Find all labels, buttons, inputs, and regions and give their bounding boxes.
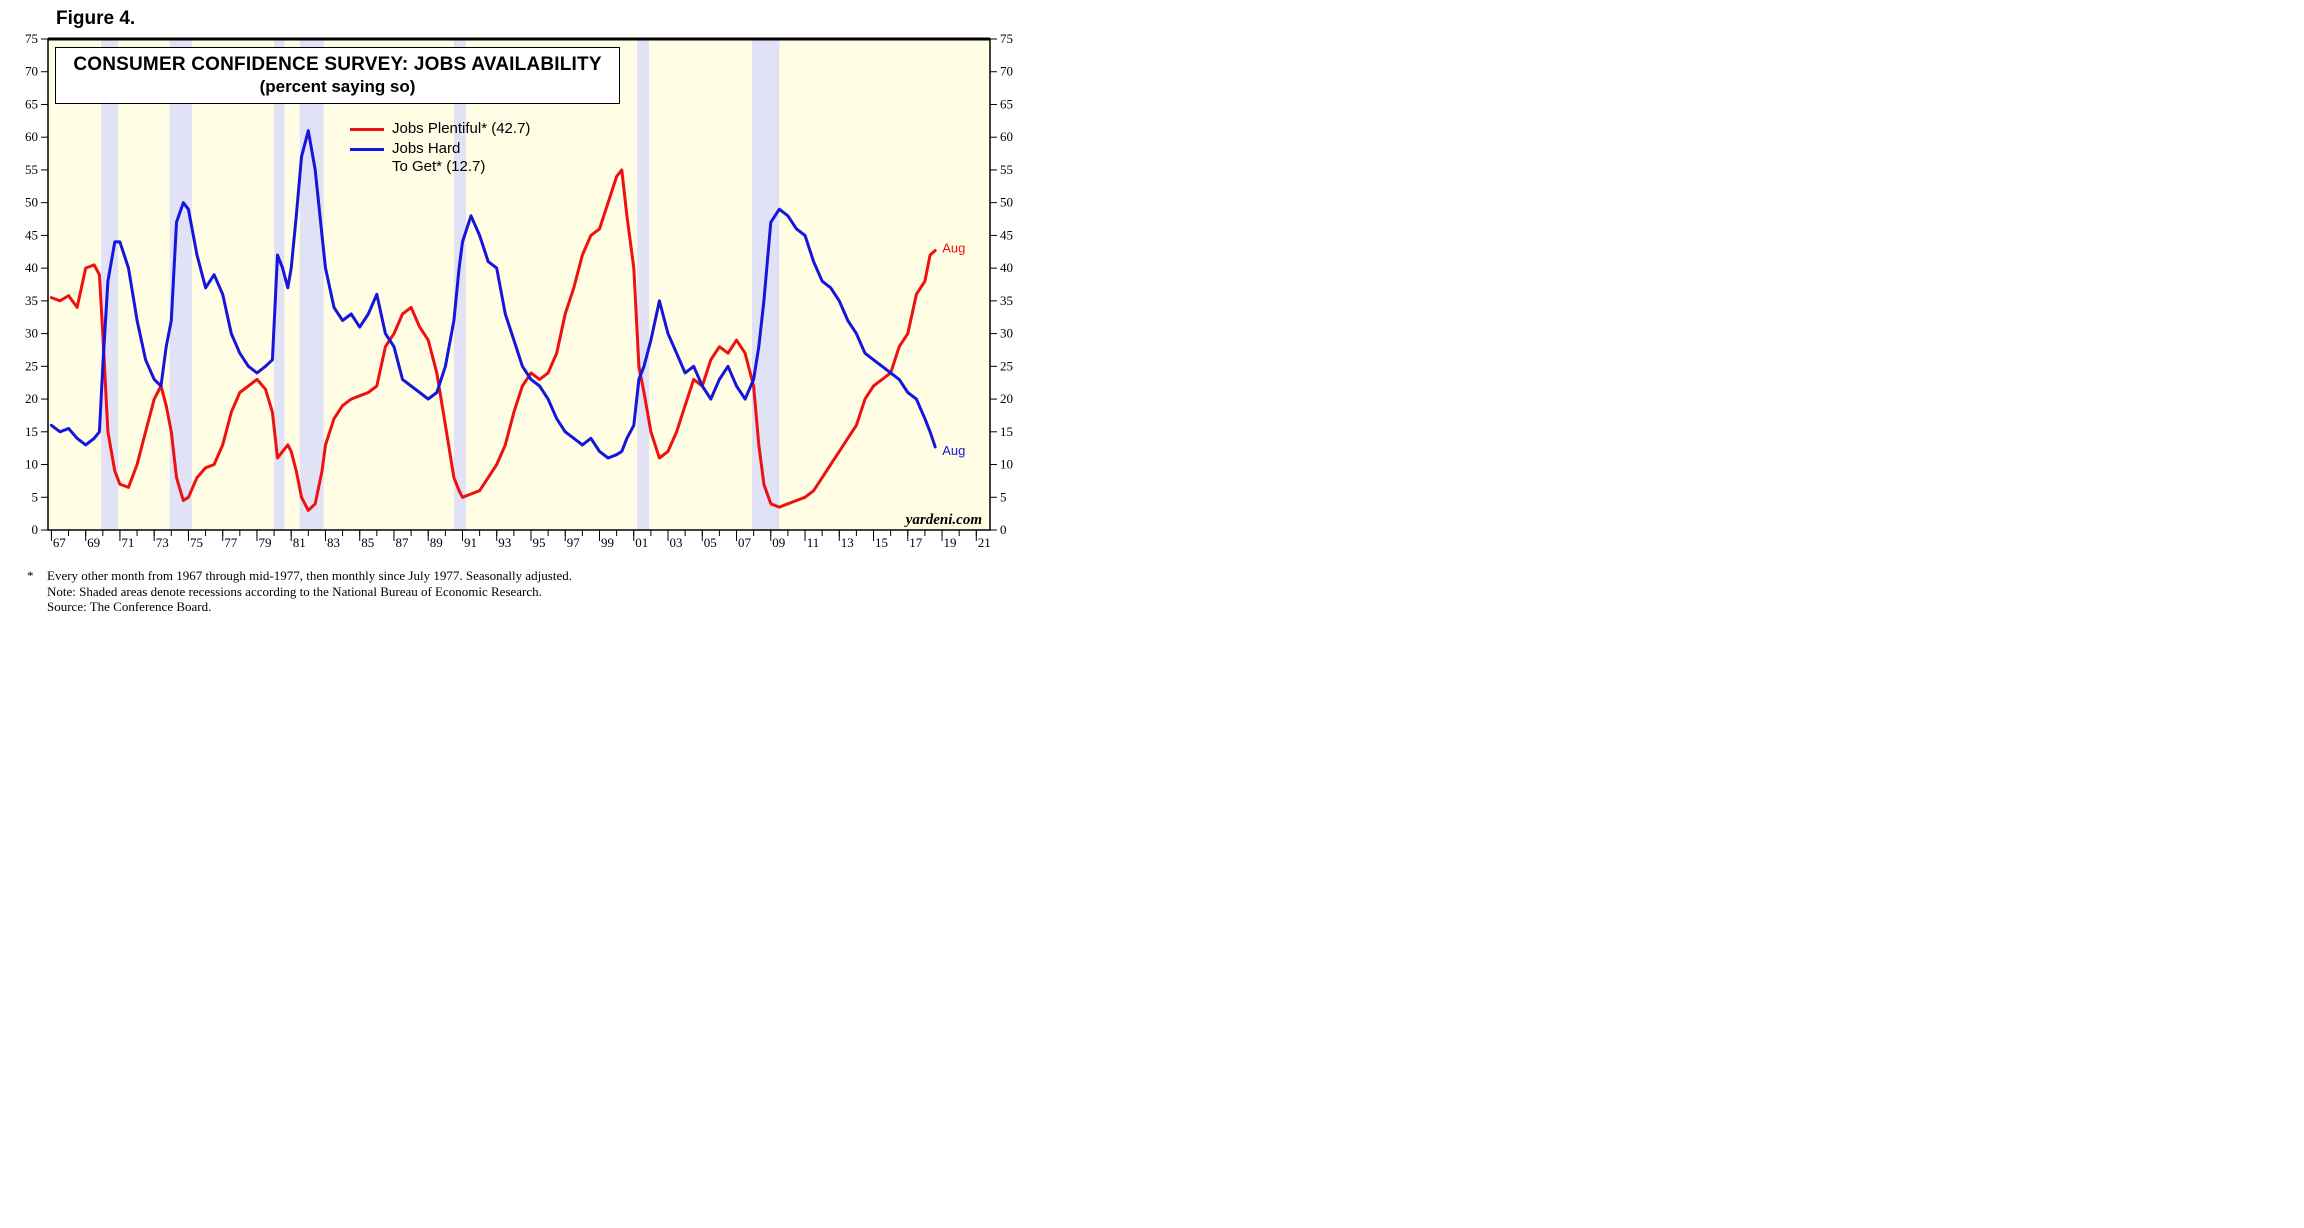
y-tick-label-right: 45 — [1000, 227, 1013, 242]
x-tick-label: 17 — [909, 535, 923, 550]
y-tick-label-left: 50 — [25, 195, 38, 210]
y-tick-label-left: 25 — [25, 358, 38, 373]
x-tick-label: 01 — [635, 535, 648, 550]
x-tick-label: 81 — [293, 535, 306, 550]
footnote-asterisk: * — [27, 568, 34, 583]
x-tick-label: 89 — [430, 535, 443, 550]
x-tick-label: 71 — [121, 535, 134, 550]
x-tick-label: 77 — [224, 535, 238, 550]
x-tick-label: 99 — [601, 535, 614, 550]
source-credit: yardeni.com — [904, 512, 982, 528]
y-tick-label-left: 5 — [32, 489, 39, 504]
x-tick-label: 95 — [532, 535, 545, 550]
x-tick-label: 19 — [944, 535, 957, 550]
y-tick-label-left: 0 — [32, 522, 39, 537]
y-tick-label-left: 70 — [25, 64, 38, 79]
y-tick-label-right: 35 — [1000, 293, 1013, 308]
recession-shading — [101, 39, 780, 530]
y-tick-label-left: 35 — [25, 293, 38, 308]
y-tick-label-right: 25 — [1000, 358, 1013, 373]
y-tick-label-left: 15 — [25, 424, 38, 439]
y-tick-label-right: 10 — [1000, 457, 1013, 472]
y-tick-label-right: 60 — [1000, 129, 1013, 144]
series-line-hard-to-get — [49, 129, 937, 460]
x-tick-label: 09 — [772, 535, 785, 550]
y-tick-label-right: 65 — [1000, 96, 1013, 111]
x-tick-label: 15 — [875, 535, 888, 550]
x-tick-label: 69 — [87, 535, 100, 550]
y-tick-label-left: 55 — [25, 162, 38, 177]
legend-label-plentiful: Jobs Plentiful* (42.7) — [392, 120, 531, 137]
x-tick-label: 05 — [704, 535, 717, 550]
x-tick-label: 07 — [738, 535, 752, 550]
y-tick-label-left: 40 — [25, 260, 38, 275]
x-tick-label: 13 — [841, 535, 854, 550]
x-tick-label: 73 — [156, 535, 169, 550]
y-tick-label-right: 30 — [1000, 326, 1013, 341]
y-tick-label-left: 30 — [25, 326, 38, 341]
recession-band — [299, 39, 324, 530]
y-tick-label-right: 15 — [1000, 424, 1013, 439]
y-tick-label-right: 40 — [1000, 260, 1013, 275]
plentiful-end-label: Aug — [942, 240, 965, 255]
y-tick-label-left: 20 — [25, 391, 38, 406]
legend-swatch-plentiful — [350, 128, 384, 131]
footnote-line-3: Source: The Conference Board. — [47, 599, 212, 614]
recession-band — [274, 39, 285, 530]
legend-swatch-hard-to-get — [350, 148, 384, 151]
y-tick-label-left: 10 — [25, 457, 38, 472]
y-tick-label-right: 5 — [1000, 489, 1007, 504]
footnotes: * Every other month from 1967 through mi… — [27, 568, 572, 615]
recession-band — [453, 39, 466, 530]
x-tick-label: 87 — [395, 535, 409, 550]
x-tick-label: 93 — [498, 535, 511, 550]
chart-subtitle: (percent saying so) — [259, 77, 416, 96]
chart-title-box: CONSUMER CONFIDENCE SURVEY: JOBS AVAILAB… — [55, 47, 620, 104]
y-tick-label-right: 50 — [1000, 195, 1013, 210]
y-tick-label-left: 75 — [25, 31, 38, 46]
chart-title: CONSUMER CONFIDENCE SURVEY: JOBS AVAILAB… — [73, 54, 602, 75]
legend-item-hard-to-get: Jobs Hard To Get* (12.7) — [350, 140, 530, 176]
legend-item-plentiful: Jobs Plentiful* (42.7) — [350, 120, 530, 138]
footnote-line-1: Every other month from 1967 through mid-… — [47, 568, 572, 583]
y-tick-label-right: 70 — [1000, 64, 1013, 79]
y-tick-label-right: 75 — [1000, 31, 1013, 46]
x-tick-label: 91 — [464, 535, 477, 550]
recession-band — [169, 39, 192, 530]
figure-label: Figure 4. — [56, 8, 136, 29]
legend: Jobs Plentiful* (42.7) Jobs Hard To Get*… — [350, 120, 530, 176]
x-tick-label: 21 — [978, 535, 991, 550]
recession-band — [101, 39, 119, 530]
series-lines — [49, 129, 937, 512]
series-line-plentiful — [49, 168, 937, 512]
x-tick-label: 67 — [53, 535, 67, 550]
y-tick-label-right: 0 — [1000, 522, 1007, 537]
y-tick-label-left: 45 — [25, 227, 38, 242]
recession-band — [637, 39, 650, 530]
hard-to-get-end-label: Aug — [942, 443, 965, 458]
footnote-line-2: Note: Shaded areas denote recessions acc… — [47, 583, 542, 599]
x-tick-label: 97 — [567, 535, 581, 550]
y-tick-label-right: 55 — [1000, 162, 1013, 177]
y-tick-label-left: 60 — [25, 129, 38, 144]
x-tick-label: 11 — [807, 535, 820, 550]
x-tick-label: 85 — [361, 535, 374, 550]
y-tick-label-left: 65 — [25, 96, 38, 111]
x-tick-label: 75 — [190, 535, 203, 550]
y-tick-label-right: 20 — [1000, 391, 1013, 406]
legend-label-hard-to-get: Jobs Hard To Get* (12.7) — [392, 140, 486, 175]
x-tick-label: 03 — [670, 535, 683, 550]
x-tick-label: 83 — [327, 535, 340, 550]
x-tick-label: 79 — [258, 535, 271, 550]
